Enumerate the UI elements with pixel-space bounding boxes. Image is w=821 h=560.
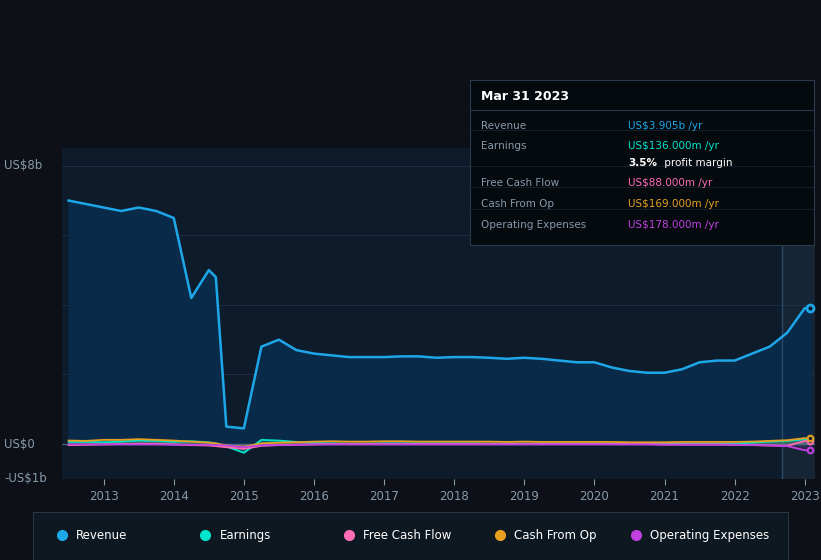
Text: Revenue: Revenue: [481, 122, 526, 132]
Text: Mar 31 2023: Mar 31 2023: [481, 90, 569, 103]
Text: US$8b: US$8b: [4, 159, 43, 172]
Text: US$88.000m /yr: US$88.000m /yr: [628, 178, 713, 188]
Text: Operating Expenses: Operating Expenses: [481, 221, 586, 231]
Text: US$3.905b /yr: US$3.905b /yr: [628, 122, 703, 132]
Text: Cash From Op: Cash From Op: [514, 529, 597, 542]
Text: Earnings: Earnings: [219, 529, 271, 542]
Text: Free Cash Flow: Free Cash Flow: [481, 178, 559, 188]
Text: US$169.000m /yr: US$169.000m /yr: [628, 199, 719, 209]
Text: profit margin: profit margin: [661, 158, 732, 167]
Text: US$136.000m /yr: US$136.000m /yr: [628, 141, 719, 151]
Text: -US$1b: -US$1b: [4, 472, 47, 486]
Text: Operating Expenses: Operating Expenses: [650, 529, 769, 542]
Text: US$178.000m /yr: US$178.000m /yr: [628, 221, 719, 231]
Text: Revenue: Revenue: [76, 529, 127, 542]
Text: Earnings: Earnings: [481, 141, 526, 151]
Text: Cash From Op: Cash From Op: [481, 199, 553, 209]
Text: 3.5%: 3.5%: [628, 158, 658, 167]
Text: US$0: US$0: [4, 437, 34, 451]
Text: Free Cash Flow: Free Cash Flow: [363, 529, 452, 542]
Bar: [782, 148, 815, 479]
